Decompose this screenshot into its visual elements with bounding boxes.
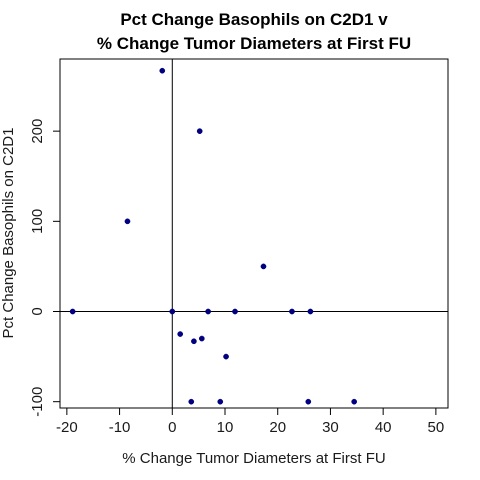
- chart-title: Pct Change Basophils on C2D1 v % Change …: [97, 10, 411, 53]
- x-tick-label: 10: [217, 419, 234, 436]
- x-axis-label: % Change Tumor Diameters at First FU: [122, 450, 385, 467]
- data-point: [205, 308, 211, 315]
- x-tick-label: 30: [322, 419, 339, 436]
- x-tick-label: 0: [168, 419, 176, 436]
- y-tick-label: -100: [29, 387, 46, 417]
- data-point: [188, 398, 195, 405]
- x-tick-label: 40: [375, 419, 392, 436]
- y-tick-label: 0: [29, 307, 46, 315]
- data-point: [260, 263, 267, 270]
- data-point: [351, 398, 358, 405]
- data-point: [124, 218, 131, 225]
- chart-title-line-2: % Change Tumor Diameters at First FU: [97, 34, 411, 53]
- data-point: [289, 308, 295, 315]
- data-point: [196, 128, 203, 134]
- x-tick-label: 50: [428, 419, 445, 436]
- plot-frame: [59, 58, 449, 409]
- data-point: [169, 308, 176, 315]
- data-point: [223, 353, 229, 360]
- data-point: [305, 398, 312, 405]
- x-tick-label: -10: [109, 419, 131, 436]
- data-point: [159, 67, 166, 74]
- y-tick-label: 100: [29, 209, 46, 234]
- data-point: [191, 338, 197, 345]
- data-point: [69, 308, 76, 315]
- data-point: [217, 398, 224, 405]
- data-point: [232, 308, 238, 315]
- x-tick-label: -20: [56, 419, 78, 436]
- data-point: [307, 308, 314, 315]
- data-point: [198, 335, 205, 342]
- chart-title-line-1: Pct Change Basophils on C2D1 v: [120, 10, 388, 29]
- data-point: [177, 331, 184, 337]
- y-axis-label: Pct Change Basophils on C2D1: [0, 128, 17, 339]
- y-tick-label: 200: [29, 119, 46, 144]
- x-tick-label: 20: [269, 419, 286, 436]
